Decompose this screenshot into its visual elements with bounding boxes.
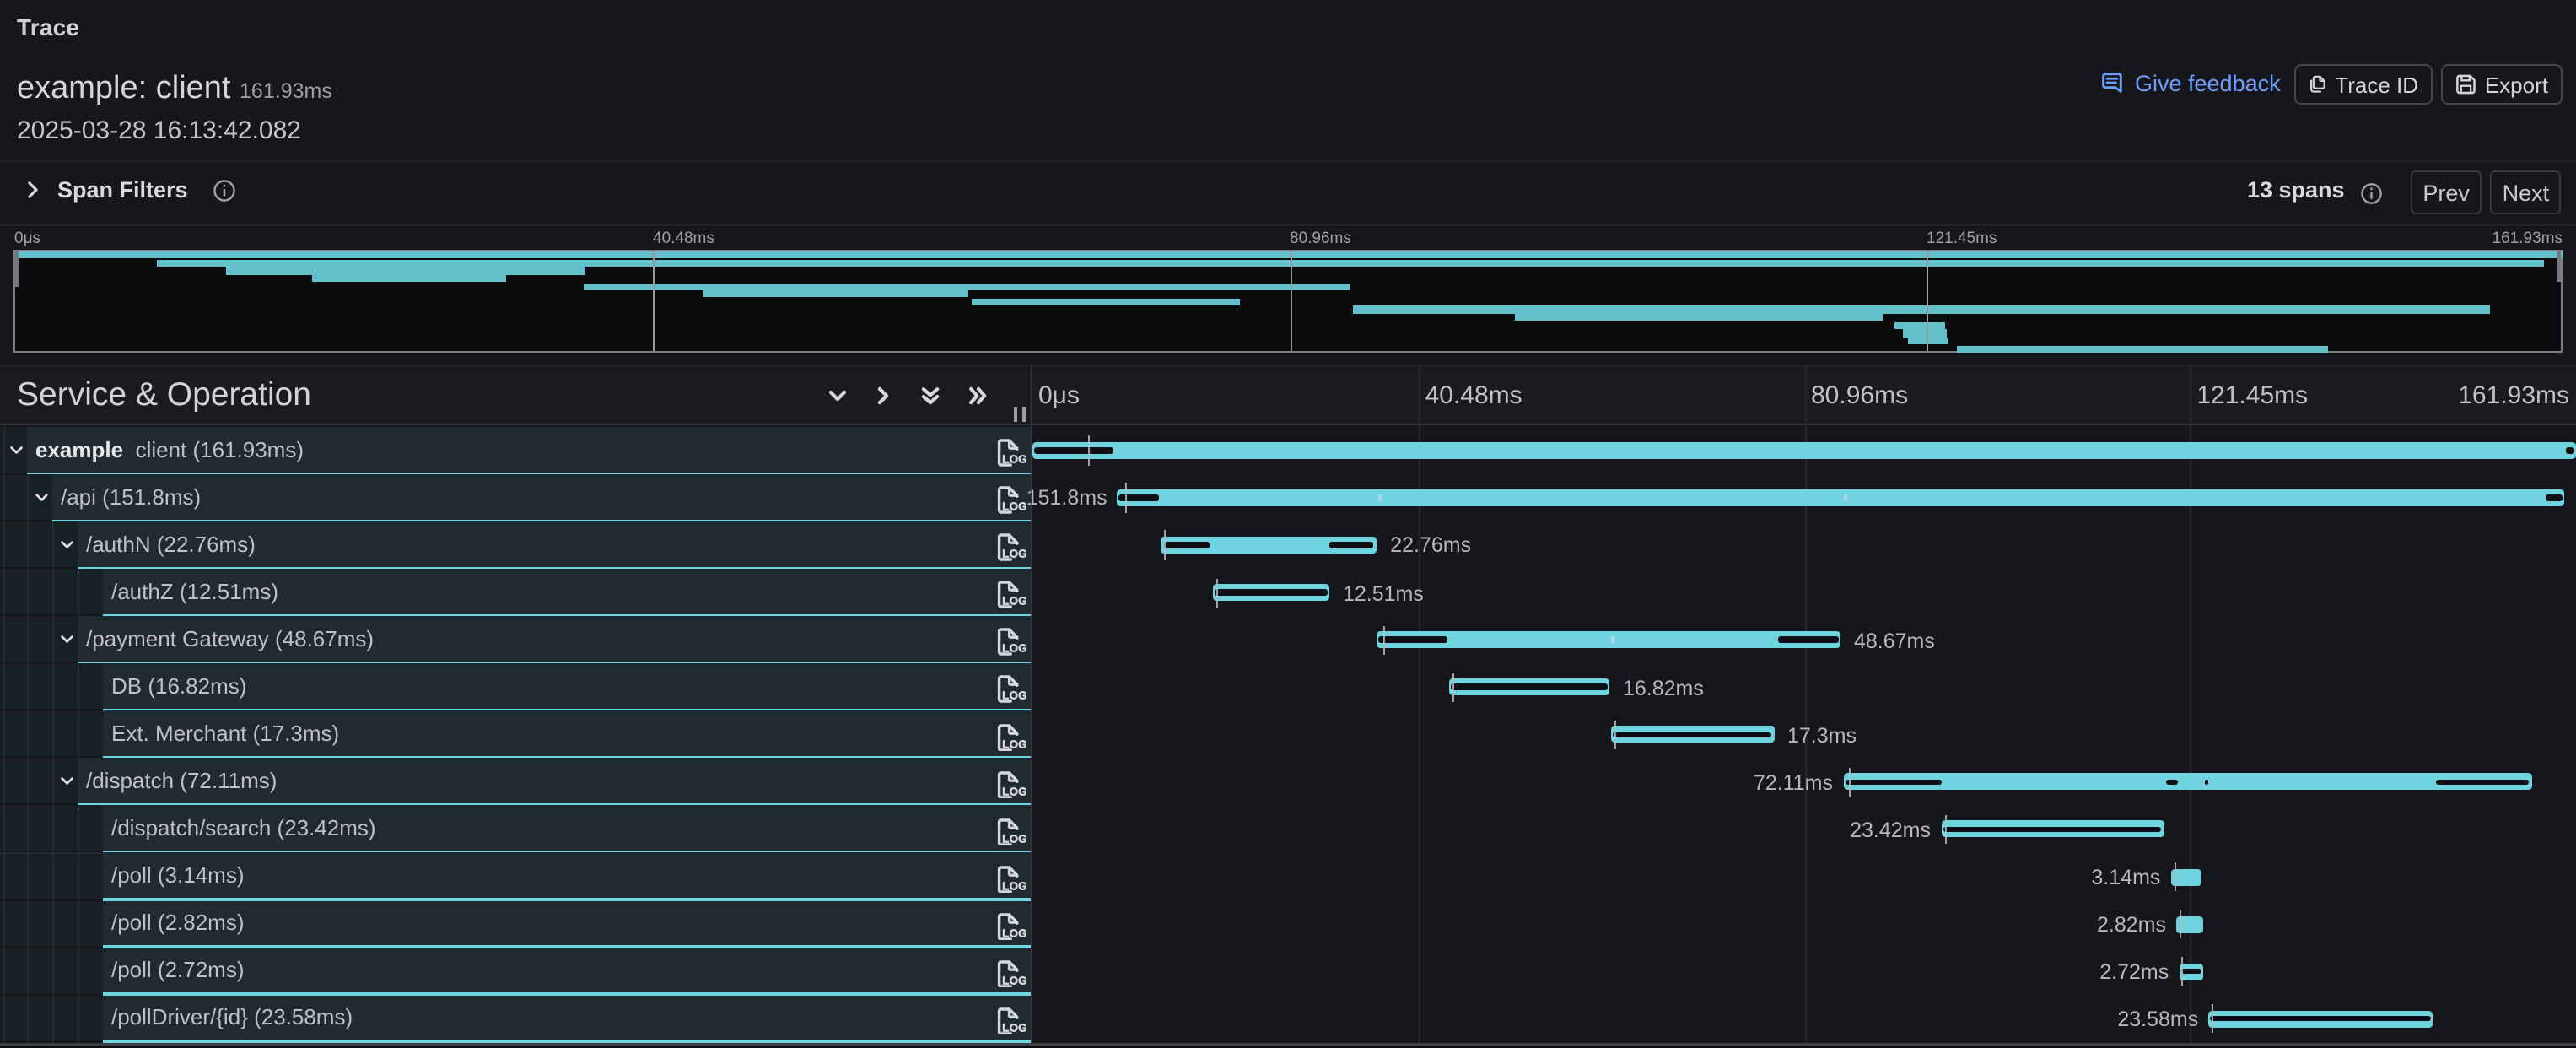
- svg-text:LOG: LOG: [1001, 502, 1025, 514]
- svg-text:LOG: LOG: [1001, 1023, 1025, 1034]
- svg-text:LOG: LOG: [1001, 691, 1025, 703]
- svg-text:LOG: LOG: [1001, 834, 1025, 845]
- svg-text:LOG: LOG: [1001, 928, 1025, 940]
- svg-text:LOG: LOG: [1001, 786, 1025, 798]
- svg-text:LOG: LOG: [1001, 549, 1025, 561]
- svg-text:LOG: LOG: [1001, 455, 1025, 467]
- svg-text:LOG: LOG: [1001, 975, 1025, 987]
- svg-text:LOG: LOG: [1001, 739, 1025, 751]
- svg-text:LOG: LOG: [1001, 644, 1025, 656]
- svg-text:LOG: LOG: [1001, 881, 1025, 893]
- svg-text:LOG: LOG: [1001, 597, 1025, 608]
